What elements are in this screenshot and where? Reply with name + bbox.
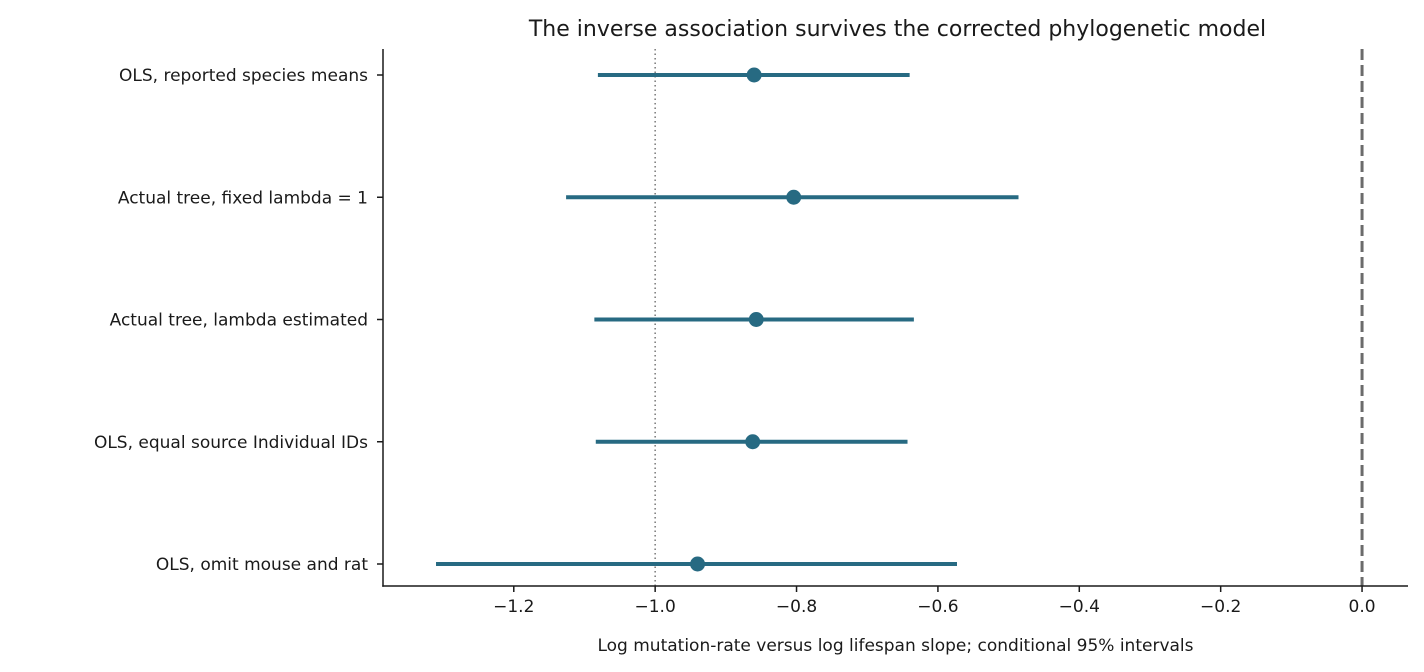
x-tick-label: −1.0: [635, 597, 676, 617]
y-tick-label: Actual tree, fixed lambda = 1: [118, 188, 368, 208]
y-axis-ticks: OLS, reported species means Actual tree, …: [94, 66, 383, 575]
x-tick-label: 0.0: [1349, 597, 1376, 617]
x-axis-ticks: −1.2 −1.0 −0.8 −0.6 −0.4 −0.2 0.0: [493, 586, 1376, 617]
x-tick-label: −0.4: [1059, 597, 1100, 617]
point-estimate: [748, 312, 764, 327]
x-axis-label: Log mutation-rate versus log lifespan sl…: [597, 636, 1193, 656]
point-estimate: [786, 189, 802, 205]
y-tick-label: OLS, omit mouse and rat: [156, 555, 368, 575]
chart-title: The inverse association survives the cor…: [528, 17, 1266, 42]
y-tick-label: Actual tree, lambda estimated: [110, 311, 368, 331]
axes: [382, 49, 1408, 587]
x-tick-label: −0.8: [776, 597, 817, 617]
point-estimate: [746, 67, 762, 83]
point-estimate: [690, 556, 706, 572]
confidence-intervals: [436, 67, 1019, 572]
x-tick-label: −0.6: [917, 597, 958, 617]
reference-lines: [654, 49, 1364, 586]
y-tick-label: OLS, reported species means: [119, 66, 368, 86]
y-tick-label: OLS, equal source Individual IDs: [94, 433, 368, 453]
point-estimate: [745, 434, 761, 450]
x-tick-label: −1.2: [493, 597, 534, 617]
x-tick-label: −0.2: [1200, 597, 1241, 617]
